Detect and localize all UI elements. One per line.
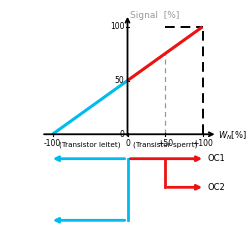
Text: +100: +100 — [192, 139, 213, 148]
Text: (Transistor leitet): (Transistor leitet) — [59, 141, 121, 148]
Text: OC1: OC1 — [208, 154, 225, 163]
Text: 100: 100 — [110, 22, 124, 31]
Text: Signal  [%]: Signal [%] — [130, 11, 179, 20]
Text: OC2: OC2 — [208, 183, 225, 192]
Text: +50: +50 — [157, 139, 173, 148]
Text: 0: 0 — [120, 130, 124, 139]
Text: $W_N$[%]: $W_N$[%] — [218, 129, 247, 141]
Text: (Transistor sperrt): (Transistor sperrt) — [133, 141, 197, 148]
Text: 0: 0 — [125, 139, 130, 148]
Text: 50: 50 — [115, 76, 124, 85]
Text: -100: -100 — [44, 139, 61, 148]
